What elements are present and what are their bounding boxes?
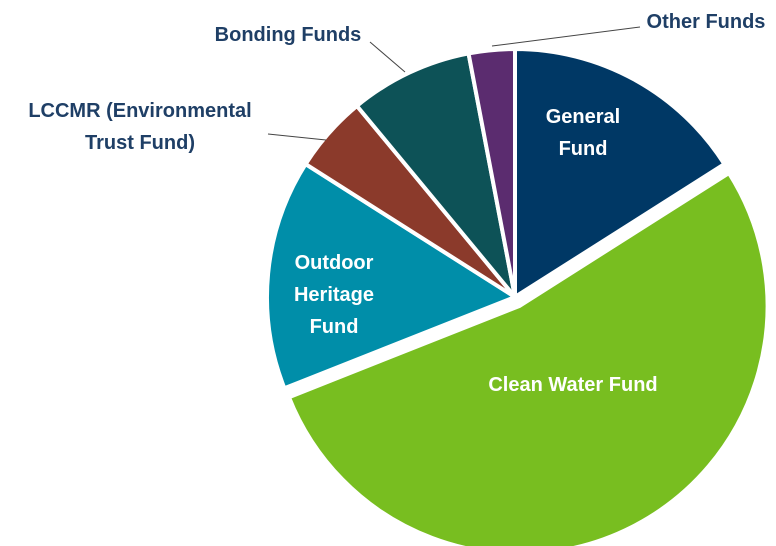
slice-label: Clean Water Fund (488, 374, 658, 396)
pie-slice (286, 170, 770, 546)
slice-label: Outdoor Heritage Fund (293, 252, 375, 338)
slice-label: LCCMR (Environmental Trust Fund) (28, 100, 252, 154)
pie-slice (265, 161, 520, 391)
slice-label: Other Funds (646, 11, 766, 33)
pie-slice (513, 46, 728, 301)
leader-line (369, 41, 406, 73)
pie-slice (466, 46, 517, 298)
leader-line (267, 133, 327, 141)
pie-slice (354, 51, 517, 299)
slice-label: Bonding Funds (214, 24, 362, 46)
slice-label: General Fund (545, 106, 621, 160)
leader-line (491, 26, 641, 47)
